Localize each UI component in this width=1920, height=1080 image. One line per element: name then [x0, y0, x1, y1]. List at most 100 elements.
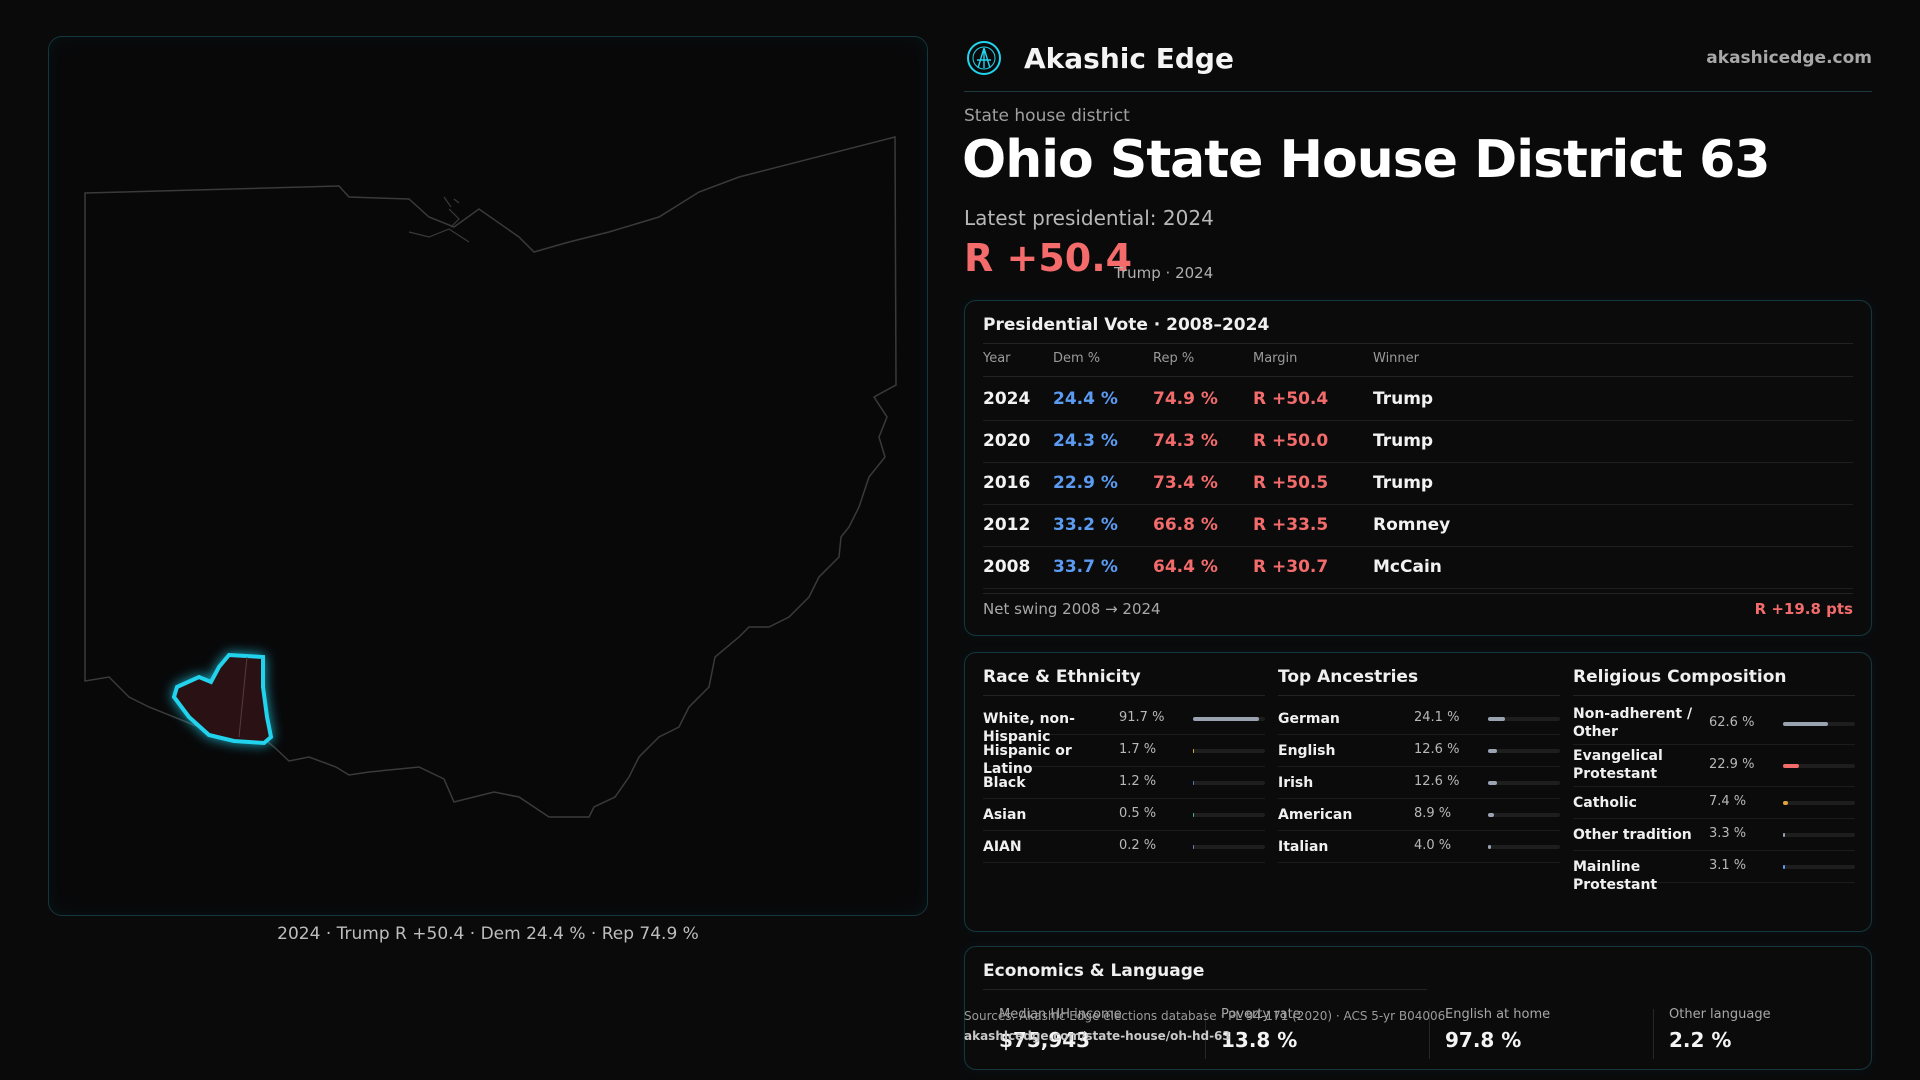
- econ-value: 13.8 %: [1221, 1028, 1298, 1052]
- ancestry-value: 8.9 %: [1414, 806, 1452, 821]
- religion-row: Non-adherent / Other 62.6 %: [1573, 703, 1855, 745]
- district-inner-line: [238, 656, 248, 738]
- economics-card: Economics & Language Median HH income $7…: [964, 946, 1872, 1070]
- ancestry-bar-fill: [1488, 717, 1506, 721]
- ancestry-row: American 8.9 %: [1278, 799, 1560, 831]
- row-dem: 24.4 %: [1053, 389, 1118, 409]
- religion-value: 62.6 %: [1709, 715, 1755, 730]
- race-bar: [1193, 749, 1265, 753]
- race-value: 0.5 %: [1119, 806, 1157, 821]
- table-row: 2008 33.7 % 64.4 % R +30.7 McCain: [983, 547, 1853, 589]
- ancestry-bar: [1488, 813, 1560, 817]
- lake-erie-shoreline: [408, 196, 470, 243]
- ancestry-bar-fill: [1488, 845, 1491, 849]
- divider: [1653, 1009, 1654, 1059]
- ancestry-value: 24.1 %: [1414, 710, 1460, 725]
- religion-bar: [1783, 833, 1855, 837]
- page-title: Ohio State House District 63: [962, 130, 1771, 190]
- religion-row: Evangelical Protestant 22.9 %: [1573, 745, 1855, 787]
- brand-name: Akashic Edge: [1024, 42, 1234, 75]
- ancestry-bar-fill: [1488, 781, 1498, 785]
- ancestry-row: Irish 12.6 %: [1278, 767, 1560, 799]
- ancestry-value: 4.0 %: [1414, 838, 1452, 853]
- religion-label: Catholic: [1573, 795, 1637, 811]
- race-title: Race & Ethnicity: [983, 667, 1141, 687]
- religion-bar-fill: [1783, 865, 1786, 869]
- vote-card-title: Presidential Vote · 2008–2024: [983, 315, 1270, 335]
- col-margin: Margin: [1253, 351, 1298, 366]
- ancestry-bar: [1488, 845, 1560, 849]
- row-winner: McCain: [1373, 557, 1442, 577]
- akashic-edge-logo-icon: [967, 41, 1001, 75]
- race-row: Hispanic or Latino 1.7 %: [983, 735, 1265, 777]
- row-year: 2012: [983, 515, 1031, 535]
- ancestry-label: German: [1278, 711, 1340, 727]
- religion-bar-fill: [1783, 722, 1829, 726]
- row-margin: R +50.4: [1253, 389, 1329, 409]
- row-rep: 74.3 %: [1153, 431, 1218, 451]
- site-link[interactable]: akashicedge.com: [1706, 48, 1872, 68]
- latest-margin-sub: Trump · 2024: [1114, 264, 1214, 282]
- ancestry-row: English 12.6 %: [1278, 735, 1560, 767]
- race-value: 91.7 %: [1119, 710, 1165, 725]
- source-footer: Sources: Akashic Edge elections database…: [964, 1006, 1445, 1046]
- religion-bar-fill: [1783, 801, 1789, 805]
- row-winner: Romney: [1373, 515, 1451, 535]
- econ-english-at-home: English at home 97.8 %: [1445, 1007, 1655, 1063]
- divider: [1429, 1009, 1430, 1059]
- row-dem: 22.9 %: [1053, 473, 1118, 493]
- religion-label: Evangelical Protestant: [1573, 748, 1663, 782]
- race-ethnicity-section: Race & Ethnicity White, non-Hispanic 91.7…: [983, 653, 1265, 933]
- row-dem: 33.2 %: [1053, 515, 1118, 535]
- ancestry-bar: [1488, 749, 1560, 753]
- divider: [983, 989, 1427, 990]
- col-year: Year: [983, 351, 1011, 366]
- econ-label: English at home: [1445, 1007, 1551, 1022]
- table-row: 2024 24.4 % 74.9 % R +50.4 Trump: [983, 379, 1853, 421]
- page-url[interactable]: akashicedge.com/state-house/oh-hd-63: [964, 1029, 1231, 1043]
- latest-presidential-label: Latest presidential: 2024: [964, 206, 1214, 230]
- religion-section: Religious Composition Non-adherent / Oth…: [1573, 653, 1855, 933]
- race-row: AIAN 0.2 %: [983, 831, 1265, 863]
- religion-title: Religious Composition: [1573, 667, 1787, 687]
- econ-value: 2.2 %: [1669, 1028, 1732, 1052]
- district-type: State house district: [964, 106, 1130, 126]
- economics-title: Economics & Language: [983, 961, 1205, 981]
- race-row: Black 1.2 %: [983, 767, 1265, 799]
- econ-label: Other language: [1669, 1007, 1771, 1022]
- row-year: 2016: [983, 473, 1031, 493]
- race-row: White, non-Hispanic 91.7 %: [983, 703, 1265, 745]
- row-rep: 73.4 %: [1153, 473, 1218, 493]
- district-map: [84, 136, 897, 818]
- map-panel[interactable]: [48, 36, 928, 916]
- district-63-shape[interactable]: [171, 652, 274, 746]
- row-year: 2008: [983, 557, 1031, 577]
- table-row: 2020 24.3 % 74.3 % R +50.0 Trump: [983, 421, 1853, 463]
- race-bar-fill: [1193, 845, 1195, 849]
- religion-row: Mainline Protestant 3.1 %: [1573, 851, 1855, 893]
- row-margin: R +30.7: [1253, 557, 1329, 577]
- race-bar: [1193, 845, 1265, 849]
- ancestry-label: English: [1278, 743, 1336, 759]
- row-rep: 64.4 %: [1153, 557, 1218, 577]
- race-bar: [1193, 813, 1265, 817]
- race-row: Asian 0.5 %: [983, 799, 1265, 831]
- religion-label: Non-adherent / Other: [1573, 706, 1693, 740]
- ancestry-bar-fill: [1488, 813, 1495, 817]
- religion-bar: [1783, 764, 1855, 768]
- row-year: 2020: [983, 431, 1031, 451]
- race-value: 1.2 %: [1119, 774, 1157, 789]
- divider: [1205, 1009, 1206, 1059]
- divider: [1573, 695, 1855, 696]
- race-label: Asian: [983, 807, 1027, 823]
- ancestry-label: Italian: [1278, 839, 1329, 855]
- religion-bar: [1783, 801, 1855, 805]
- table-row: 2016 22.9 % 73.4 % R +50.5 Trump: [983, 463, 1853, 505]
- ancestry-title: Top Ancestries: [1278, 667, 1419, 687]
- race-bar-fill: [1193, 781, 1195, 785]
- econ-median-income: Median HH income $75,943: [999, 1007, 1209, 1063]
- row-rep: 74.9 %: [1153, 389, 1218, 409]
- row-year: 2024: [983, 389, 1031, 409]
- religion-value: 3.1 %: [1709, 858, 1747, 873]
